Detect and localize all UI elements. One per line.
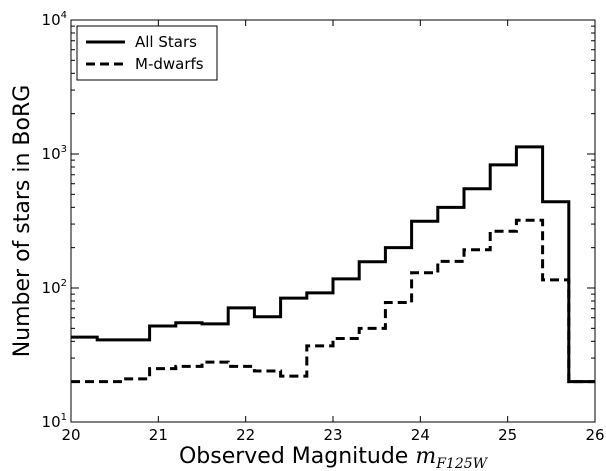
x-tick-label: 24 [411, 426, 430, 444]
x-axis-label-math: m [415, 444, 436, 469]
ticks-layer: 20 21 22 23 24 25 26 101 102 103 104 [42, 10, 605, 444]
x-axis-label-text: Observed Magnitude [179, 444, 415, 469]
y-axis-label: Number of stars in BoRG [10, 85, 35, 358]
legend-box [76, 25, 218, 81]
y-tick-label: 102 [42, 278, 67, 297]
x-tick-label: 21 [149, 426, 168, 444]
x-axis-label: Observed Magnitude mF125W [179, 444, 489, 471]
series-all-stars-line [71, 145, 595, 384]
y-tick-label: 103 [42, 144, 67, 163]
y-tick-label: 101 [42, 412, 67, 431]
x-tick-label: 23 [323, 426, 342, 444]
x-tick-label: 25 [498, 426, 517, 444]
legend-label-all-stars: All Stars [135, 33, 197, 51]
legend-label-m-dwarfs: M-dwarfs [135, 55, 204, 73]
x-tick-label: 22 [236, 426, 255, 444]
legend: All Stars M-dwarfs [76, 25, 218, 81]
x-tick-label: 20 [61, 426, 80, 444]
x-tick-label: 26 [585, 426, 604, 444]
x-axis-label-subscript: F125W [435, 456, 488, 471]
y-tick-label: 104 [42, 10, 67, 29]
series-layer [71, 145, 595, 384]
series-m-dwarfs-line [71, 218, 595, 384]
